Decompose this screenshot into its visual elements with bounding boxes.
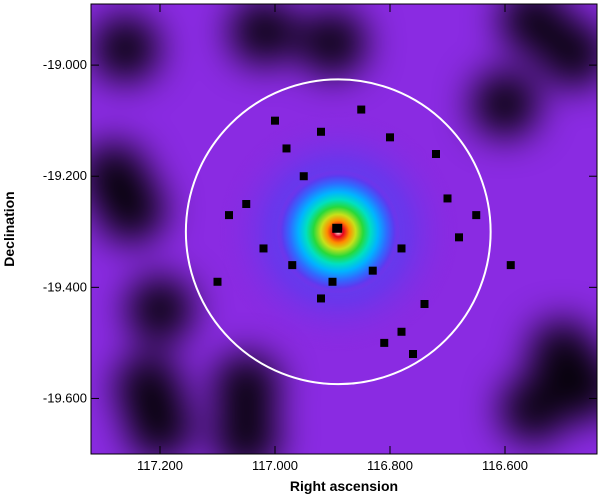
- masked-source: [271, 116, 279, 125]
- masked-source: [213, 277, 222, 286]
- low-emission-region: [298, 8, 367, 77]
- masked-source: [380, 338, 389, 347]
- low-emission-region: [499, 375, 568, 444]
- masked-source: [242, 200, 251, 208]
- heatmap-image: [91, 4, 597, 454]
- low-emission-region: [471, 70, 539, 138]
- low-emission-region: [126, 392, 194, 454]
- y-axis-title: Declination: [1, 191, 17, 266]
- masked-source: [409, 350, 417, 358]
- masked-source: [506, 261, 515, 270]
- y-tick-label: -19.200: [43, 168, 87, 183]
- y-tick-label: -19.400: [43, 279, 87, 294]
- y-axis-ticks: -19.000 -19.200 -19.400 -19.600: [43, 57, 597, 405]
- masked-peak-source: [332, 223, 343, 233]
- masked-source: [455, 233, 463, 242]
- low-emission-regions: [91, 4, 597, 454]
- masked-source: [472, 211, 481, 220]
- extraction-circle: [184, 78, 492, 386]
- masked-source: [357, 105, 366, 114]
- x-axis-title: Right ascension: [290, 478, 398, 494]
- low-emission-region: [97, 175, 166, 244]
- masked-source: [328, 277, 337, 286]
- x-axis-ticks: 117.200 117.000 116.800 116.600: [137, 4, 528, 473]
- x-tick-label: 116.800: [367, 458, 413, 473]
- x-tick-label: 117.000: [252, 458, 298, 473]
- masked-source: [317, 127, 325, 136]
- low-emission-region: [540, 20, 597, 88]
- low-emission-region: [91, 14, 160, 83]
- plot-frame: [90, 3, 598, 455]
- x-tick-label: 116.600: [482, 458, 528, 473]
- masked-point-sources: [213, 105, 515, 358]
- masked-source: [299, 172, 308, 181]
- masked-source: [368, 266, 377, 275]
- low-emission-region: [229, 4, 298, 66]
- masked-source: [432, 150, 440, 158]
- masked-source: [386, 133, 394, 142]
- masked-source: [397, 327, 406, 336]
- masked-source: [288, 261, 297, 270]
- low-emission-region: [126, 275, 194, 344]
- low-emission-region: [212, 403, 281, 454]
- x-tick-label: 117.200: [137, 458, 183, 473]
- masked-source: [225, 211, 233, 220]
- low-emission-region: [212, 353, 281, 422]
- masked-source: [282, 144, 291, 153]
- masked-source: [420, 300, 429, 308]
- y-tick-label: -19.600: [43, 390, 87, 405]
- y-tick-label: -19.000: [43, 57, 87, 72]
- masked-source: [317, 294, 325, 303]
- masked-source: [443, 194, 452, 203]
- masked-source: [259, 244, 268, 253]
- masked-source: [397, 244, 406, 253]
